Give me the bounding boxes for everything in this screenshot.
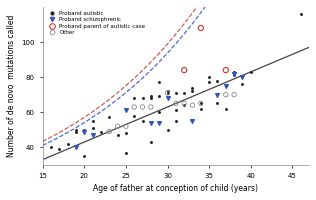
Proband schizophrenic (215, 93, 220, 96)
Other (223, 93, 228, 96)
Proband schizophrenic (223, 84, 228, 88)
Other (232, 93, 237, 96)
Proband autistic (240, 83, 245, 86)
Proband parent of autistic case (198, 26, 204, 30)
Proband schizophrenic (90, 133, 95, 137)
Proband autistic (90, 126, 95, 130)
Proband autistic (165, 128, 170, 131)
Proband autistic (73, 130, 78, 133)
Other (182, 102, 187, 105)
Proband autistic (182, 91, 187, 95)
Proband parent of autistic case (223, 69, 228, 72)
Proband autistic (232, 74, 237, 77)
Proband autistic (190, 90, 195, 93)
Proband autistic (173, 91, 178, 95)
Proband parent of autistic case (182, 69, 187, 72)
Other (132, 105, 137, 109)
Proband autistic (123, 151, 128, 154)
Proband autistic (140, 97, 145, 100)
Proband autistic (157, 111, 162, 114)
Proband autistic (140, 119, 145, 123)
Proband autistic (132, 97, 137, 100)
Proband autistic (148, 97, 153, 100)
Proband autistic (107, 116, 112, 119)
Proband autistic (173, 119, 178, 123)
Proband autistic (173, 109, 178, 112)
Proband autistic (132, 114, 137, 117)
Proband autistic (207, 76, 212, 79)
Proband autistic (123, 132, 128, 135)
X-axis label: Age of father at conception of child (years): Age of father at conception of child (ye… (93, 184, 258, 193)
Y-axis label: Number of de novo  mutations called: Number of de novo mutations called (7, 15, 16, 157)
Proband autistic (198, 102, 204, 105)
Proband autistic (82, 128, 87, 131)
Proband autistic (98, 130, 103, 133)
Proband schizophrenic (157, 121, 162, 124)
Other (173, 102, 178, 105)
Other (140, 105, 145, 109)
Other (198, 102, 204, 105)
Proband autistic (157, 95, 162, 98)
Proband autistic (215, 102, 220, 105)
Proband autistic (165, 91, 170, 95)
Proband autistic (57, 147, 62, 151)
Proband autistic (48, 146, 53, 149)
Proband autistic (165, 90, 170, 93)
Proband autistic (248, 70, 253, 73)
Proband schizophrenic (165, 97, 170, 100)
Other (190, 104, 195, 107)
Proband schizophrenic (73, 146, 78, 149)
Proband autistic (73, 128, 78, 131)
Proband autistic (148, 95, 153, 98)
Proband autistic (223, 107, 228, 110)
Legend: Proband autistic, Proband schizophrenic, Proband parent of autistic case, Other: Proband autistic, Proband schizophrenic,… (46, 10, 146, 36)
Proband autistic (157, 81, 162, 84)
Proband schizophrenic (190, 119, 195, 123)
Proband autistic (82, 154, 87, 158)
Other (107, 130, 112, 133)
Proband autistic (148, 140, 153, 144)
Proband autistic (298, 12, 303, 16)
Other (148, 105, 153, 109)
Proband schizophrenic (123, 109, 128, 112)
Proband schizophrenic (82, 130, 87, 133)
Proband autistic (65, 142, 70, 145)
Proband schizophrenic (148, 121, 153, 124)
Proband autistic (90, 119, 95, 123)
Proband schizophrenic (232, 72, 237, 75)
Proband autistic (207, 81, 212, 84)
Other (165, 91, 170, 95)
Proband schizophrenic (240, 76, 245, 79)
Proband autistic (182, 104, 187, 107)
Proband autistic (215, 79, 220, 82)
Proband autistic (198, 107, 204, 110)
Proband autistic (232, 70, 237, 73)
Proband autistic (190, 86, 195, 89)
Other (115, 125, 120, 128)
Other (123, 125, 128, 128)
Proband autistic (115, 133, 120, 137)
